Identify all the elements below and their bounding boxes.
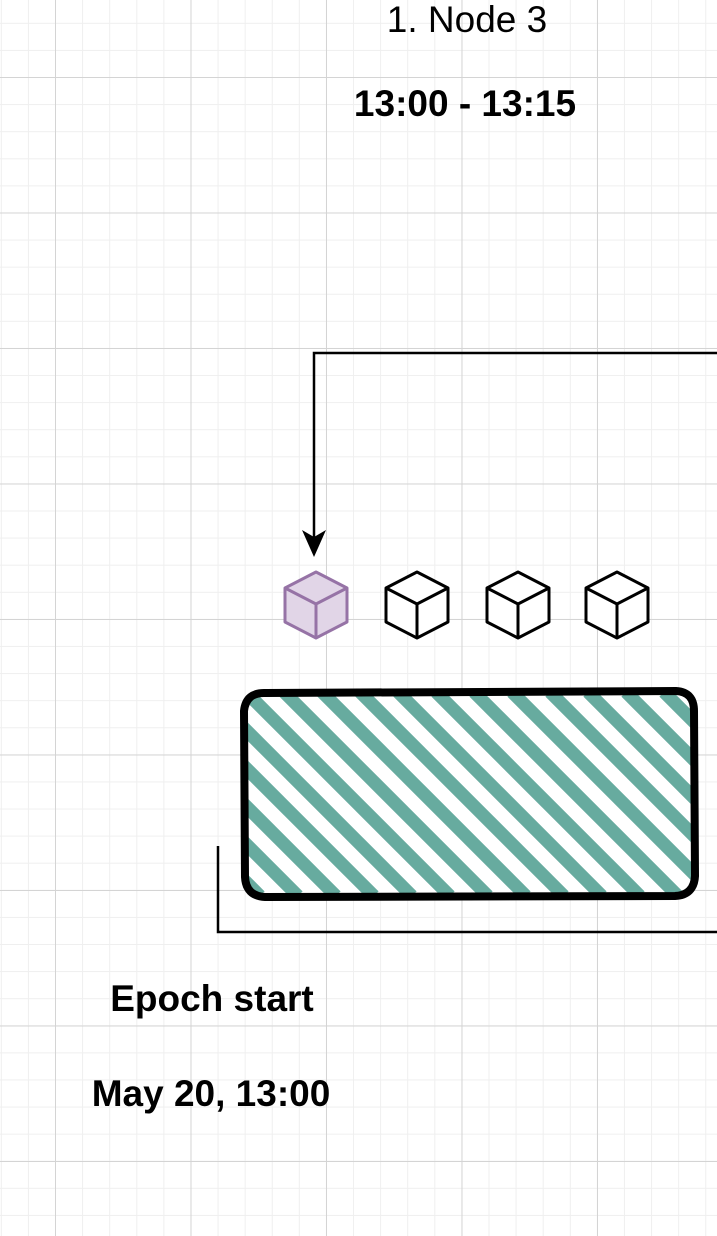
- hatch-stripe: [246, 692, 379, 896]
- cube-icon[interactable]: [485, 570, 551, 640]
- cube-icon[interactable]: [384, 570, 450, 640]
- hatch-stripe: [507, 692, 694, 896]
- hatch-stripe: [18, 692, 222, 896]
- hatch-stripe: [393, 692, 607, 896]
- hatch-stripe: [246, 692, 303, 896]
- hatch-stripe: [317, 692, 531, 896]
- epoch-start-date: May 20, 13:00: [91, 1073, 331, 1114]
- node-title: 1. Node 3: [386, 0, 548, 40]
- hatch-stripe: [0, 692, 146, 896]
- arrowhead-icon: [302, 530, 326, 557]
- hatch-stripe: [0, 692, 108, 896]
- epoch-box-outline: [240, 687, 699, 901]
- hatch-stripe: [246, 692, 341, 896]
- timeline-bracket: [216, 846, 717, 934]
- hatch-stripe: [583, 692, 694, 896]
- hatch-stripe: [545, 692, 694, 896]
- connector-arrow: [312, 351, 717, 552]
- hatch-stripe: [355, 692, 569, 896]
- hatch-stripe: [0, 692, 70, 896]
- node-time-range: 13:00 - 13:15: [353, 83, 577, 124]
- hatch-stripe: [246, 692, 417, 896]
- hatch-stripe: [279, 692, 493, 896]
- cube-icon[interactable]: [584, 570, 650, 640]
- cube-icon[interactable]: [283, 570, 349, 640]
- hatch-stripe: [702, 692, 717, 896]
- block-row: [283, 570, 650, 640]
- hatch-stripe: [246, 692, 455, 896]
- hatch-stripe: [621, 692, 694, 896]
- hatch-stripe: [246, 692, 265, 896]
- hatch-stripe: [0, 692, 184, 896]
- hatch-stripe: [0, 692, 32, 896]
- hatch-stripe: [431, 692, 645, 896]
- hatch-fill: [0, 692, 717, 896]
- hatch-stripe: [469, 692, 683, 896]
- epoch-box[interactable]: [0, 687, 717, 901]
- epoch-start-label: Epoch start: [110, 978, 314, 1019]
